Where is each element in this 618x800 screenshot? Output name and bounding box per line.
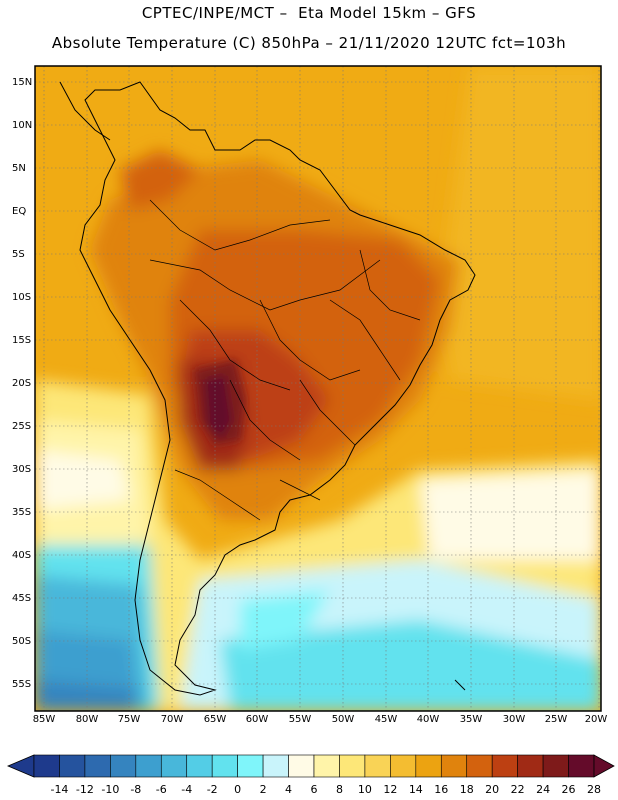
colorbar-tick-label: 10 [357,783,372,796]
colorbar-swatch [440,754,468,778]
colorbar-swatch [211,754,238,778]
colorbar-tick-label: 24 [536,783,551,796]
lon-label: 40W [416,714,440,725]
lon-label: 25W [544,714,568,725]
colorbar-swatch [339,754,366,778]
title-line-2: Absolute Temperature (C) 850hPa – 21/11/… [51,34,567,52]
lat-label: EQ [12,206,27,217]
lat-label: 5N [12,163,26,174]
colorbar-tick-label: 18 [459,783,474,796]
colorbar-tick-label: 2 [259,783,267,796]
colorbar-swatch [160,754,188,778]
lon-label: 20W [584,714,608,725]
colorbar-tick-label: 28 [587,783,601,796]
colorbar-swatch [84,754,111,778]
title-line-1: CPTEC/INPE/MCT – Eta Model 15km – GFS [141,4,477,22]
colorbar-swatch [33,754,60,778]
country-borders [149,199,421,521]
lat-label: 10S [12,292,32,303]
lon-label: 30W [502,714,526,725]
colorbar-tick-label: -14 [50,783,69,796]
lat-label: 50S [12,636,32,647]
colorbar-tick-label: -2 [206,783,218,796]
lon-label: 35W [459,714,483,725]
colorbar-swatch [364,754,391,778]
lat-label: 45S [12,593,32,604]
colorbar-tick-label: 14 [408,783,423,796]
lat-label: 40S [12,550,32,561]
colorbar-right-arrow [593,754,615,778]
colorbar-tick-label: -8 [130,783,142,796]
map-grid [35,66,601,711]
colorbar-tick-label: 6 [310,783,318,796]
colorbar-left-arrow [6,754,35,778]
colorbar-tick-label: 0 [234,783,242,796]
colorbar-swatch [542,754,569,778]
lat-label: 30S [12,464,32,475]
colorbar-tick-label: 22 [510,783,525,796]
colorbar-tick-label: 4 [285,783,293,796]
colorbar-swatch [517,754,544,778]
colorbar-swatch [110,754,137,778]
coastline [59,81,476,696]
lat-label: 10N [12,120,33,131]
colorbar-swatch [135,754,162,778]
colorbar-tick-label: -6 [155,783,167,796]
lat-label: 15S [12,335,32,346]
lon-label: 55W [288,714,312,725]
lon-label: 45W [374,714,398,725]
temperature-field [35,66,601,711]
lat-label: 5S [12,249,25,260]
colorbar-swatch [59,754,86,778]
lon-label: 65W [203,714,227,725]
colorbar [6,754,615,778]
lon-label: 80W [75,714,99,725]
lon-label: 70W [160,714,184,725]
colorbar-swatch [262,754,289,778]
colorbar-swatch [390,754,417,778]
colorbar-swatch [313,754,340,778]
lat-label: 20S [12,378,32,389]
lon-label: 60W [245,714,269,725]
lon-label: 75W [117,714,141,725]
lon-label: 85W [32,714,56,725]
colorbar-tick-label: -10 [101,783,120,796]
colorbar-swatch [466,754,493,778]
lat-label: 35S [12,507,32,518]
colorbar-swatch [288,754,315,778]
colorbar-tick-label: 8 [335,783,343,796]
colorbar-tick-label: 26 [561,783,576,796]
colorbar-tick-label: 16 [434,783,449,796]
lat-label: 25S [12,421,32,432]
lat-label: 15N [12,77,33,88]
colorbar-swatch [186,754,213,778]
colorbar-swatch [568,754,595,778]
colorbar-swatch [237,754,264,778]
colorbar-tick-label: 20 [485,783,500,796]
lon-label: 50W [331,714,355,725]
colorbar-tick-label: 12 [383,783,398,796]
map-frame [34,65,602,712]
colorbar-swatch [491,754,518,778]
colorbar-tick-label: -12 [75,783,94,796]
colorbar-tick-label: -4 [181,783,193,796]
colorbar-swatch [415,754,442,778]
lat-label: 55S [12,679,32,690]
